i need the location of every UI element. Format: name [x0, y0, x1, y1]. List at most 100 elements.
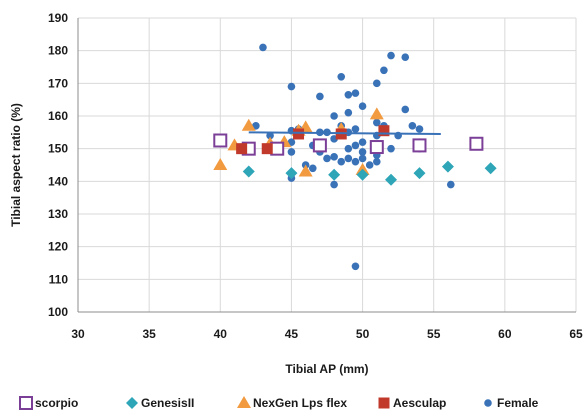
data-point [408, 122, 417, 130]
x-tick-label: 65 [569, 327, 583, 341]
x-tick-label: 30 [71, 327, 85, 341]
data-point [344, 154, 353, 163]
data-point [337, 73, 346, 81]
data-point [259, 43, 267, 52]
data-point [401, 53, 410, 61]
data-point [266, 131, 274, 140]
legend-marker [237, 396, 251, 408]
data-point [252, 122, 260, 130]
data-point [484, 162, 497, 175]
legend-item: Female [484, 396, 539, 410]
data-point [469, 136, 484, 151]
y-tick-label: 130 [48, 207, 68, 221]
data-point [373, 118, 381, 127]
data-point [351, 262, 360, 271]
x-tick-label: 40 [214, 327, 228, 341]
legend-label: GenesisII [141, 396, 194, 410]
axes [77, 18, 576, 313]
data-point [344, 90, 353, 99]
data-point [242, 165, 255, 178]
data-point [401, 105, 410, 114]
data-point [446, 180, 455, 189]
data-point [373, 157, 381, 166]
y-tick-label: 160 [48, 109, 68, 123]
data-point [261, 143, 273, 155]
data-point [358, 138, 367, 146]
data-point [308, 164, 317, 173]
data-point [287, 138, 296, 146]
y-tick-label: 190 [48, 11, 68, 25]
legend-marker [126, 397, 138, 409]
series-genesisii [242, 160, 497, 186]
legend-item: GenesisII [126, 396, 194, 410]
data-point [285, 167, 298, 180]
x-tick-label: 60 [498, 327, 512, 341]
legend-label: Female [497, 396, 539, 410]
legend: scorpio GenesisII NexGen Lps flex Aesculap F… [19, 396, 539, 410]
legend-label: Aesculap [393, 396, 446, 410]
y-tick-label: 150 [48, 142, 68, 156]
data-point [328, 168, 341, 181]
legend-item: NexGen Lps flex [237, 396, 347, 410]
data-point [380, 66, 388, 75]
data-point [323, 154, 331, 163]
data-point [270, 141, 285, 156]
legend-item: scorpio [19, 396, 78, 410]
series-markers [213, 43, 497, 271]
y-tick-label: 170 [48, 76, 68, 90]
data-point [330, 153, 338, 161]
series-nexgen-lps-flex [213, 107, 384, 177]
data-point [369, 140, 384, 155]
data-point [344, 108, 353, 117]
y-tick-label: 100 [48, 305, 68, 319]
data-point [213, 133, 228, 148]
y-axis-title: Tibial aspect ratio (%) [9, 103, 23, 227]
data-point [312, 138, 327, 153]
x-tick-label: 55 [427, 327, 441, 341]
data-point [344, 144, 353, 153]
x-tick-label: 35 [142, 327, 156, 341]
y-tick-label: 140 [48, 174, 68, 188]
data-point [415, 125, 424, 133]
legend-marker [19, 396, 33, 410]
data-point [356, 168, 369, 181]
data-point [441, 160, 454, 173]
data-point [369, 107, 384, 120]
data-point [387, 51, 395, 60]
data-point [236, 143, 248, 155]
data-point [373, 79, 381, 88]
data-point [365, 161, 374, 169]
series-female [252, 43, 455, 271]
data-point [351, 141, 360, 150]
data-point [387, 144, 395, 153]
tick-labels: 100 110 120 130 140 150 160 170 180 190 30 35 40 45 50… [48, 11, 583, 341]
data-point [330, 112, 338, 120]
legend-marker [484, 399, 492, 407]
x-tick-label: 45 [285, 327, 299, 341]
data-point [298, 164, 313, 177]
x-axis-title: Tibial AP (mm) [285, 362, 368, 376]
y-tick-label: 120 [48, 240, 68, 254]
data-point [378, 125, 390, 137]
data-point [412, 138, 427, 153]
x-tick-label: 50 [356, 327, 370, 341]
data-point [358, 102, 367, 110]
y-tick-label: 180 [48, 44, 68, 58]
data-point [337, 157, 346, 166]
data-point [330, 180, 338, 189]
data-point [358, 148, 367, 156]
data-point [351, 89, 360, 97]
data-point [287, 82, 296, 91]
data-point [316, 92, 324, 101]
data-point [213, 158, 228, 170]
data-point [351, 125, 360, 133]
y-tick-label: 110 [49, 272, 69, 286]
legend-item: Aesculap [378, 396, 446, 410]
trendline [248, 131, 441, 135]
trendlines [248, 131, 441, 135]
data-point [287, 148, 296, 156]
data-point [351, 157, 360, 166]
legend-label: NexGen Lps flex [253, 396, 347, 410]
